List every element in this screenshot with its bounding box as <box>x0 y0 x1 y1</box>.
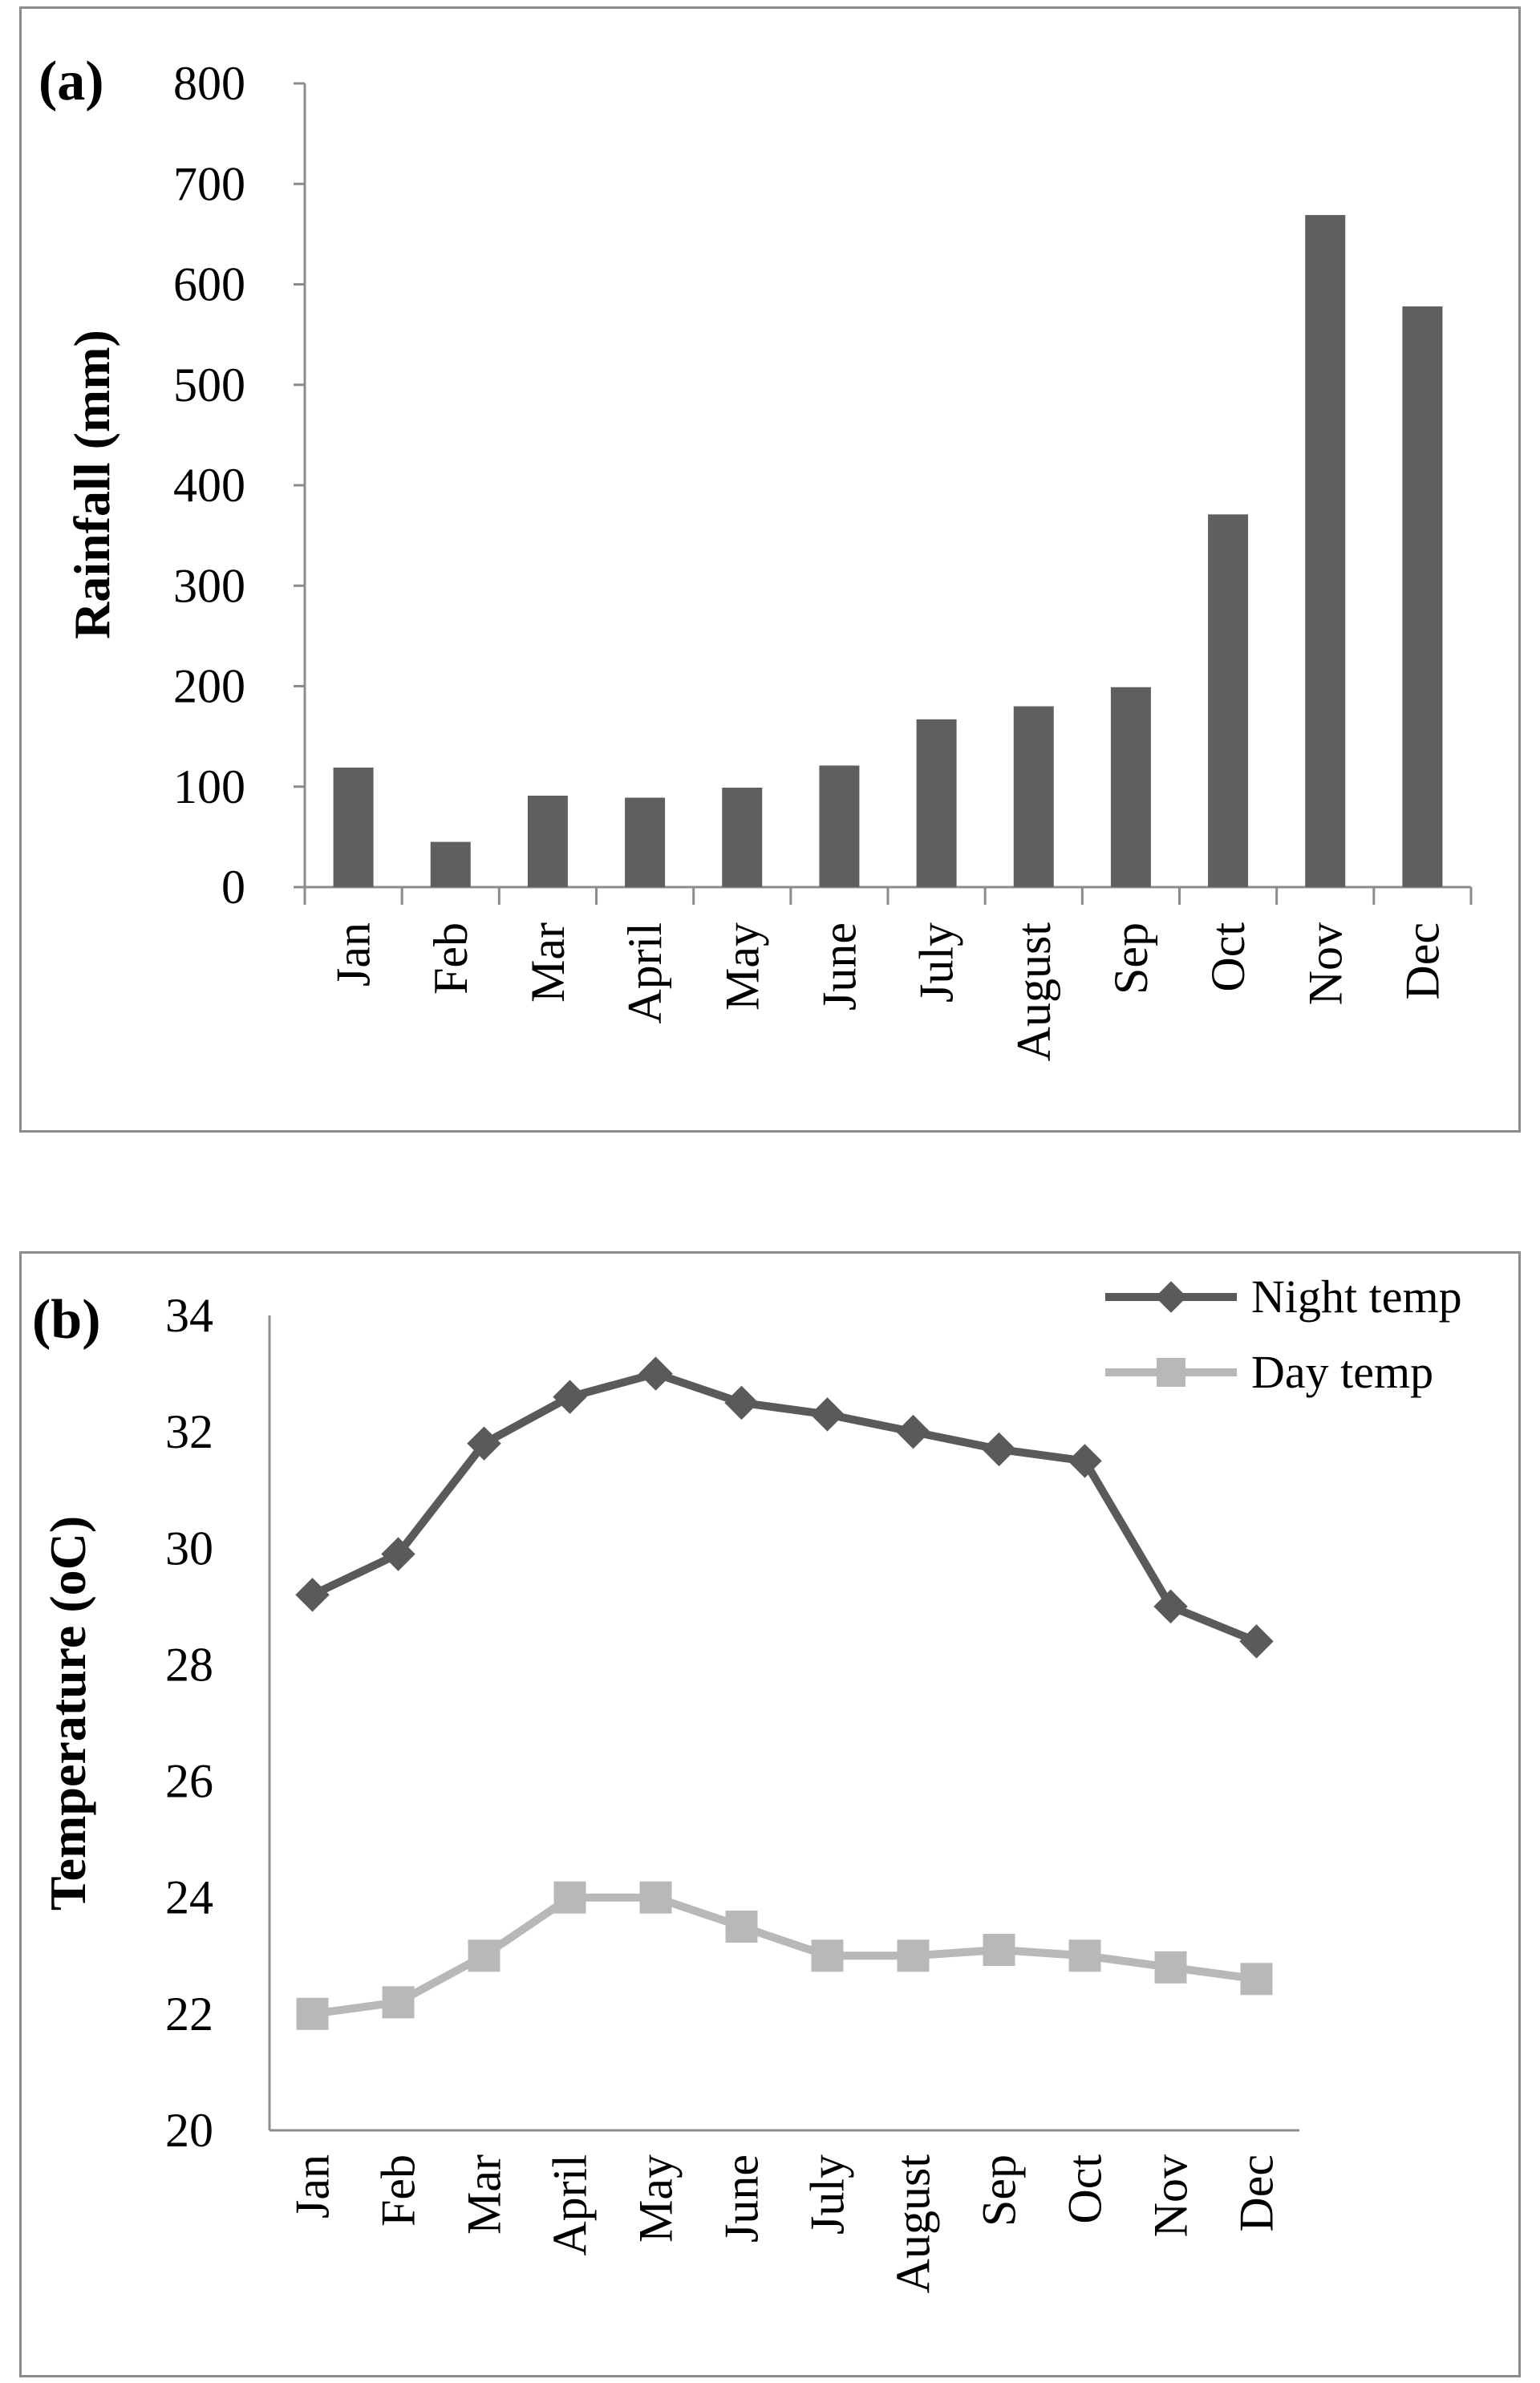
temperature-x-tick-label: Oct <box>1059 2154 1112 2224</box>
rainfall-bar <box>1013 706 1054 887</box>
night-temp-point <box>810 1397 845 1432</box>
rainfall-bar <box>625 797 666 887</box>
temperature-x-tick-label: Feb <box>372 2154 425 2227</box>
temperature-y-tick-label: 34 <box>165 1289 213 1342</box>
day-temp-point <box>468 1939 500 1972</box>
rainfall-x-tick-label: Oct <box>1202 922 1254 992</box>
temperature-y-tick-label: 24 <box>165 1871 213 1924</box>
temperature-y-tick-label: 32 <box>165 1405 213 1458</box>
night-temp-point <box>638 1356 673 1391</box>
temperature-y-tick-label: 26 <box>165 1755 213 1808</box>
temperature-plot-area: 20 22 24 26 28 30 32 34 Jan Feb Mar April May June Jul… <box>165 1289 1299 2293</box>
legend-day-temp-marker <box>1157 1358 1185 1387</box>
night-temp-point <box>1239 1624 1274 1659</box>
rainfall-y-tick-label: 400 <box>173 459 245 512</box>
temperature-x-tick-label: June <box>715 2154 768 2243</box>
rainfall-y-tick-label: 0 <box>221 861 245 914</box>
rainfall-y-tick-label: 600 <box>173 258 245 311</box>
temperature-y-axis-label: Temperature (oC) <box>39 1516 96 1911</box>
night-temp-point <box>1068 1444 1102 1478</box>
temperature-y-tick-label: 20 <box>165 2104 213 2157</box>
rainfall-bar <box>430 841 471 887</box>
rainfall-y-tick-label: 300 <box>173 559 245 612</box>
panel-b-label: (b) <box>32 1289 101 1351</box>
rainfall-x-tick-label: Dec <box>1396 922 1449 1000</box>
rainfall-bar <box>527 796 568 887</box>
day-temp-point <box>983 1934 1015 1967</box>
day-temp-point <box>639 1881 672 1914</box>
temperature-x-tick-label: May <box>630 2154 683 2243</box>
rainfall-x-tick-label: Jan <box>327 922 380 987</box>
day-temp-point <box>1068 1939 1101 1972</box>
temperature-x-tick-label: Nov <box>1145 2154 1198 2237</box>
rainfall-x-tick-label: Sep <box>1104 922 1157 995</box>
rainfall-x-tick-label: April <box>618 922 671 1024</box>
temperature-x-tick-label: July <box>801 2154 854 2235</box>
day-temp-point <box>1154 1951 1187 1984</box>
temperature-x-tick-label: Jan <box>286 2154 339 2219</box>
night-temp-point <box>467 1426 501 1461</box>
day-temp-point <box>897 1939 930 1972</box>
temperature-x-tick-label: August <box>887 2154 940 2294</box>
temperature-x-tick-label: Sep <box>973 2154 1026 2227</box>
rainfall-bar <box>819 765 860 887</box>
rainfall-x-tick-label: Feb <box>424 922 477 995</box>
night-temp-point <box>724 1385 759 1420</box>
rainfall-y-tick-label: 700 <box>173 157 245 210</box>
rainfall-x-tick-label: Nov <box>1299 922 1352 1005</box>
rainfall-y-tick-label: 200 <box>173 660 245 713</box>
legend-night-temp-label: Night temp <box>1251 1271 1462 1323</box>
day-temp-point <box>1240 1963 1273 1996</box>
day-temp-line <box>308 1893 1261 2018</box>
temperature-y-tick-label: 28 <box>165 1638 213 1691</box>
temperature-x-tick-label: Dec <box>1230 2154 1283 2232</box>
rainfall-chart-panel <box>19 6 1521 1133</box>
rainfall-bar <box>333 767 374 887</box>
temperature-y-tick-label: 22 <box>165 1988 213 2041</box>
night-temp-point <box>381 1537 415 1571</box>
temperature-y-tick-label: 30 <box>165 1522 213 1574</box>
rainfall-y-axis-label: Rainfall (mm) <box>63 330 120 639</box>
rainfall-bar <box>1402 306 1443 887</box>
panel-a-label: (a) <box>38 51 104 112</box>
rainfall-plot-area: 0 100 200 300 400 500 600 700 800 Jan Feb Mar April M… <box>173 57 1473 1062</box>
rainfall-bar <box>1305 215 1346 887</box>
day-temp-point <box>553 1881 586 1914</box>
day-temp-point <box>382 1986 415 2019</box>
night-temp-point <box>982 1432 1016 1467</box>
day-temp-point <box>296 1997 329 2030</box>
rainfall-y-tick-label: 500 <box>173 359 245 411</box>
rainfall-bar <box>1110 687 1151 887</box>
rainfall-bar <box>1208 514 1249 887</box>
legend-day-temp-label: Day temp <box>1251 1346 1433 1398</box>
legend-night-temp-marker <box>1155 1281 1187 1313</box>
night-temp-line <box>308 1369 1261 1646</box>
rainfall-x-tick-label: May <box>715 922 768 1011</box>
rainfall-y-tick-label: 100 <box>173 760 245 813</box>
temperature-legend: Night temp Day temp <box>1105 1271 1462 1398</box>
day-temp-point <box>811 1939 844 1972</box>
rainfall-y-tick-label: 800 <box>173 57 245 110</box>
temperature-x-tick-label: April <box>544 2154 597 2256</box>
night-temp-point <box>1153 1589 1188 1624</box>
rainfall-x-tick-label: June <box>813 922 865 1011</box>
day-temp-point <box>725 1911 758 1943</box>
rainfall-x-tick-label: August <box>1007 922 1060 1062</box>
night-temp-point <box>295 1578 330 1612</box>
rainfall-bar <box>916 719 957 887</box>
rainfall-bar <box>722 788 763 887</box>
rainfall-x-tick-label: Mar <box>521 922 574 1003</box>
night-temp-point <box>896 1414 930 1449</box>
night-temp-point <box>553 1380 587 1414</box>
rainfall-x-tick-label: July <box>910 922 963 1003</box>
temperature-x-tick-label: Mar <box>458 2154 511 2235</box>
